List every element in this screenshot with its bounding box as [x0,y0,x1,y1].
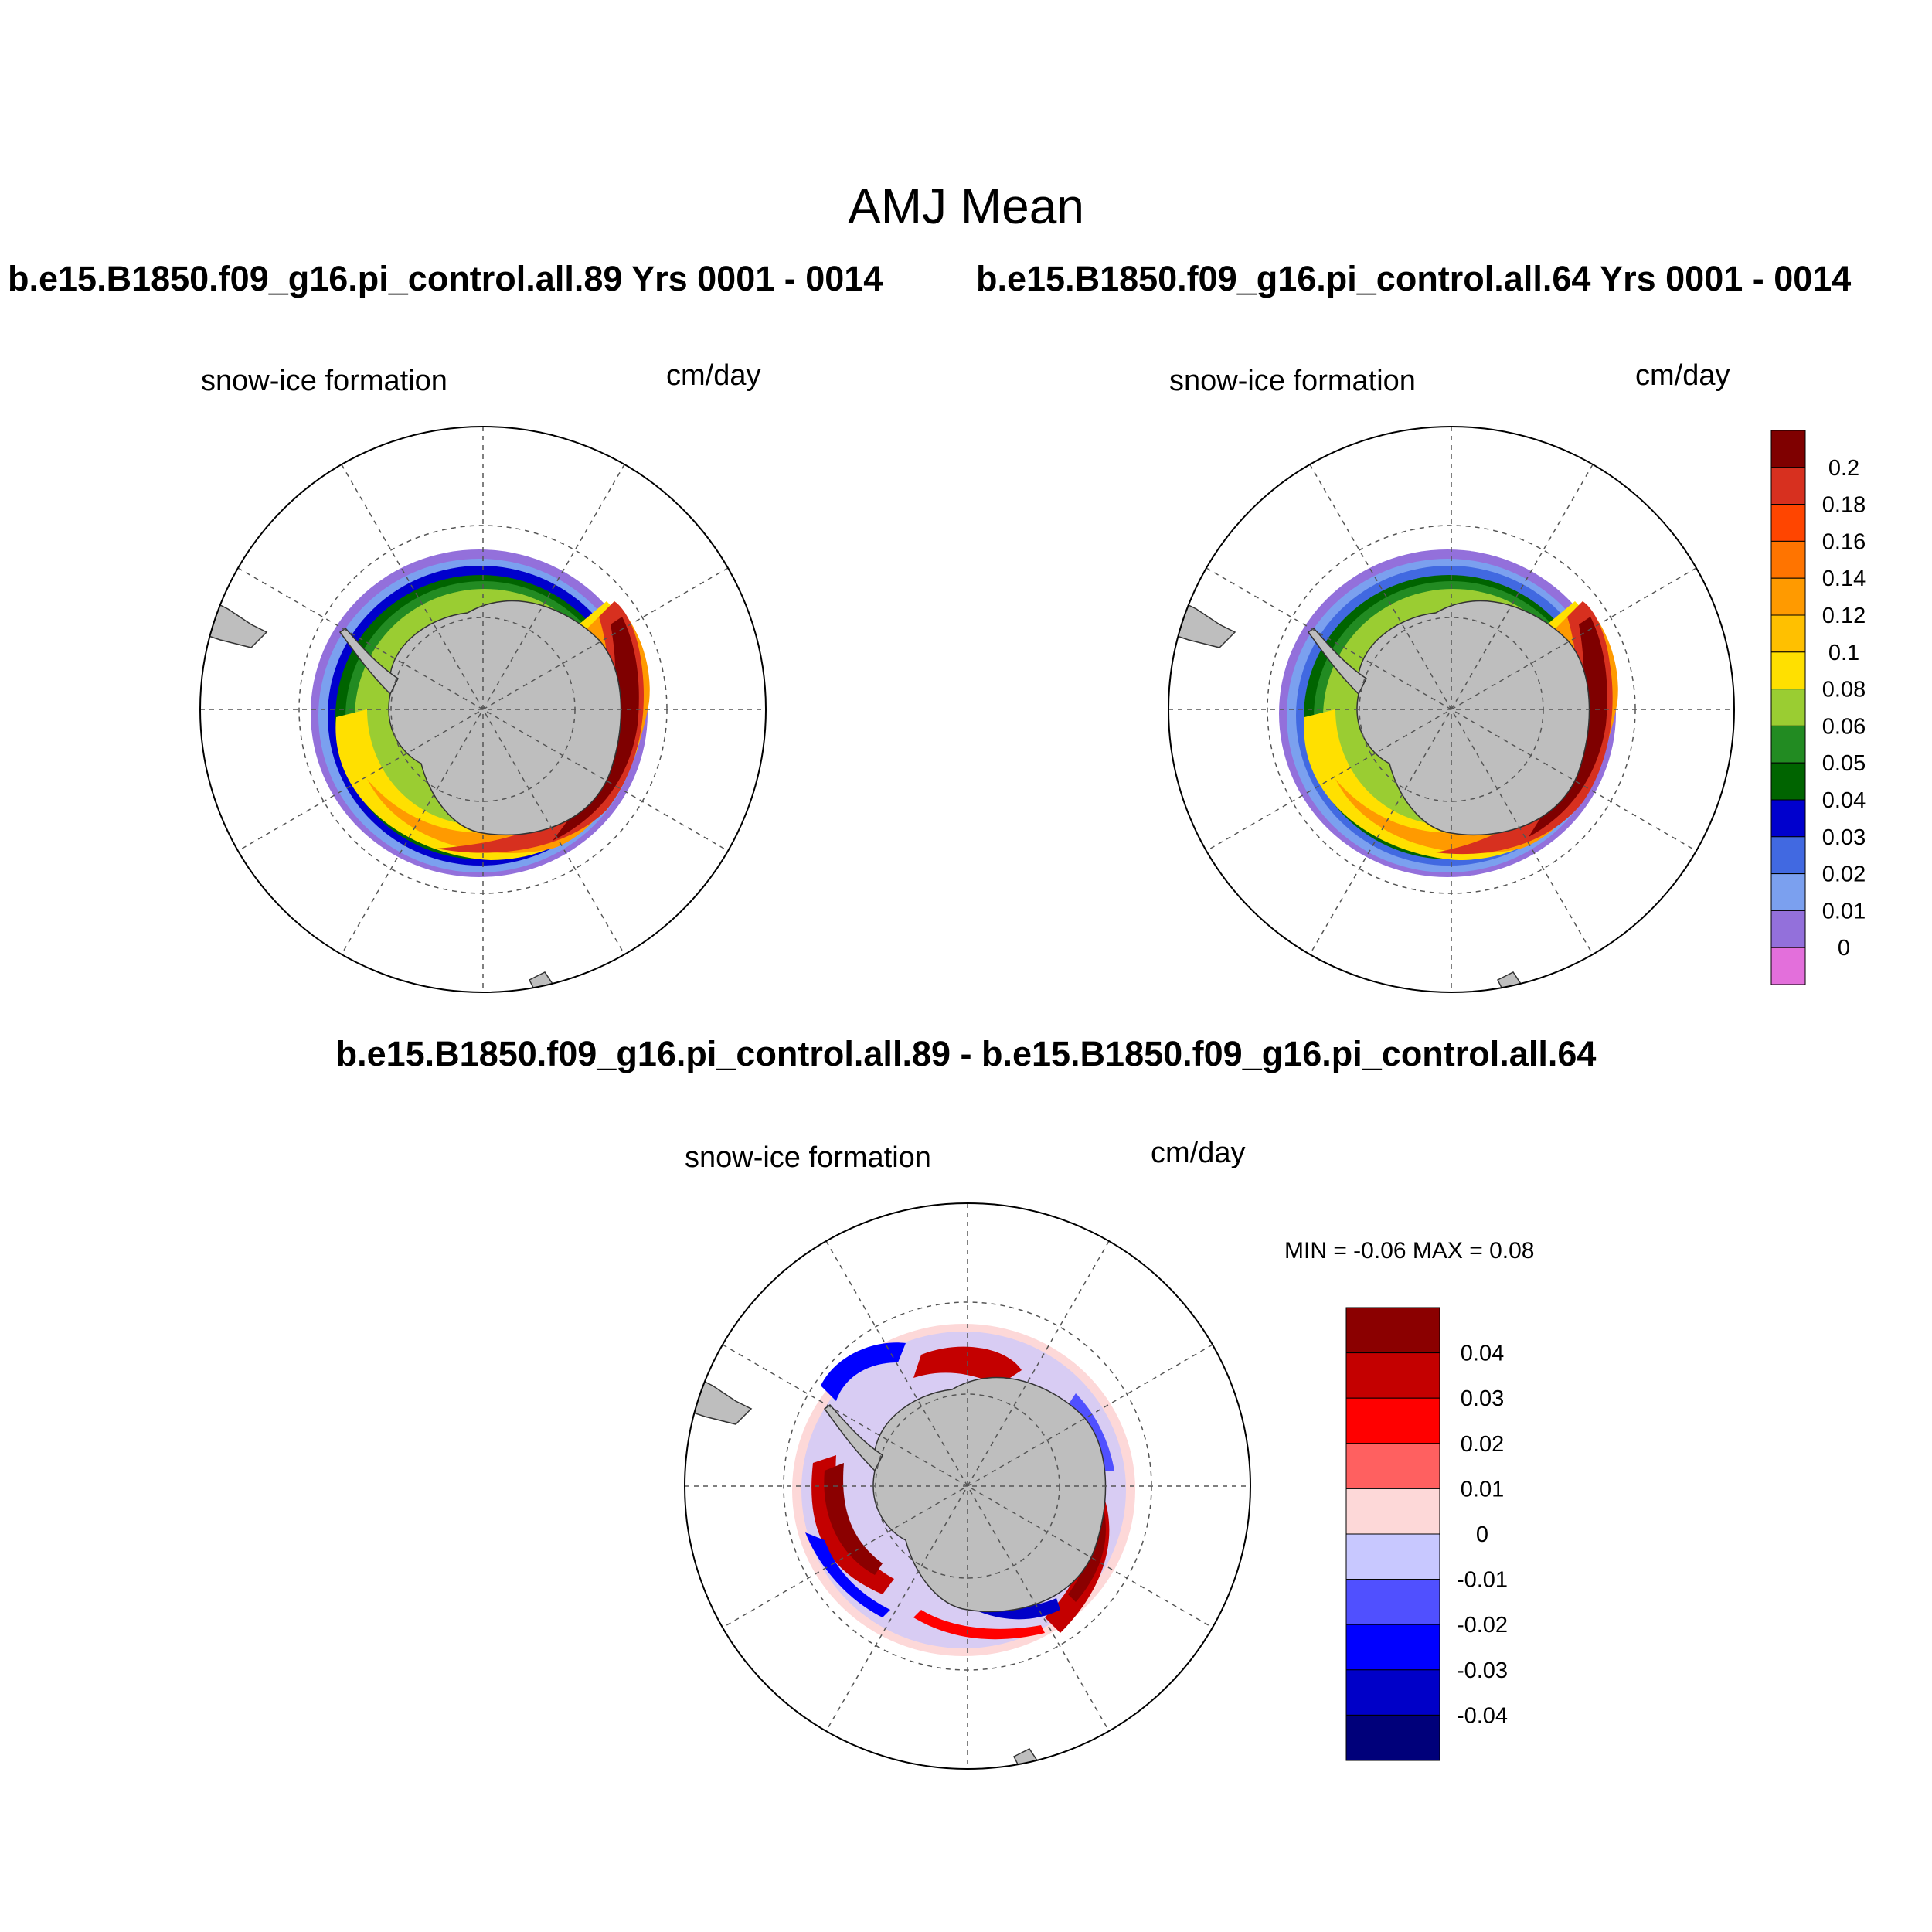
colorbar-main-tick-label: 0.02 [1822,862,1866,887]
antarctica-land [1356,600,1590,836]
diff-positive-west-core [824,1463,883,1575]
panel-2-units-label: cm/day [1635,359,1730,392]
colorbar-diff-box [1345,1488,1440,1535]
colorbar-diff-tick-label: -0.04 [1457,1703,1508,1728]
colorbar-diff-tick-label: -0.03 [1457,1658,1508,1683]
colorbar-main: 0.2 0.18 0.16 0.14 0.12 0.1 0.08 0.06 0.05 0.04 0.… [1770,430,1866,985]
colorbar-main-box [1770,762,1806,801]
panel-1-units-label: cm/day [666,359,761,392]
panel-1-variable-label: snow-ice formation [201,365,447,397]
colorbar-difference: 0.04 0.03 0.02 0.01 0 -0.01 -0.02 -0.03 -0.04 [1345,1307,1508,1761]
colorbar-diff-box [1345,1397,1440,1444]
colorbar-main-box [1770,947,1806,985]
colorbar-diff-box [1345,1307,1440,1354]
colorbar-diff-box [1345,1533,1440,1580]
map-frame [1168,426,1735,993]
antarctic-peninsula [1307,628,1367,696]
south-america-land [1168,592,1236,648]
antarctic-peninsula [823,1404,883,1472]
colorbar-diff-box [1345,1443,1440,1489]
antarctic-peninsula [338,628,399,696]
colorbar-main-tick-label: 0.04 [1822,788,1866,813]
colorbar-diff-box [1345,1669,1440,1716]
colorbar-main-tick-label: 0.18 [1822,493,1866,518]
colorbar-main-box [1770,504,1806,542]
meridian-150 [237,567,729,852]
antarctica-land [872,1376,1107,1613]
colorbar-main-tick-label: 0.12 [1822,604,1866,628]
colorbar-main-tick-label: 0.1 [1828,641,1859,665]
panel-3-difference-map [684,1202,1251,1770]
colorbar-main-box [1770,725,1806,764]
meridian-60 [237,567,729,852]
meridian-30 [1309,464,1594,955]
colorbar-main-box [1770,467,1806,505]
colorbar-main-box [1770,873,1806,911]
colorbar-main-tick-label: 0.05 [1822,751,1866,776]
colorbar-diff-box [1345,1624,1440,1671]
colorbar-diff-tick-label: 0.03 [1461,1386,1504,1411]
colorbar-main-tick-label: 0.16 [1822,529,1866,554]
meridian-150 [1206,567,1697,852]
colorbar-main-box [1770,836,1806,875]
meridian-60 [1206,567,1697,852]
map-frame [199,426,767,993]
panel-1-run-title: b.e15.B1850.f09_g16.pi_control.all.89 Yr… [8,259,883,298]
panel-2-run-title: b.e15.B1850.f09_g16.pi_control.all.64 Yr… [976,259,1852,298]
panel-2-variable-label: snow-ice formation [1169,365,1416,397]
colorbar-diff-box [1345,1579,1440,1625]
colorbar-main-tick-label: 0.01 [1822,899,1866,923]
meridian-30 [825,1240,1110,1732]
colorbar-diff-box [1345,1352,1440,1399]
colorbar-main-tick-label: 0.03 [1822,825,1866,850]
meridian-150 [722,1344,1213,1628]
meridian-60 [722,1344,1213,1628]
panel-2-polar-map [1168,426,1735,993]
diff-positive-north [913,1346,1022,1386]
panel-1-polar-map [199,426,767,993]
meridian-120 [825,1240,1110,1732]
colorbar-main-tick-label: 0.14 [1822,566,1866,591]
meridian-120 [1309,464,1594,955]
diff-positive-south [913,1610,1045,1640]
colorbar-main-box [1770,689,1806,726]
map-frame [684,1202,1251,1770]
south-america-land [200,592,268,648]
colorbar-diff-tick-label: -0.02 [1457,1613,1508,1638]
ice-band-darkred [553,617,639,841]
panel-3-units-label: cm/day [1151,1137,1246,1169]
antarctica-land [388,600,622,836]
colorbar-main-box [1770,577,1806,616]
min-max-label: MIN = -0.06 MAX = 0.08 [1284,1238,1535,1264]
colorbar-diff-tick-label: 0.02 [1461,1432,1504,1457]
main-title: AMJ Mean [848,179,1084,234]
south-america-land [685,1369,753,1425]
diff-negative-northwest [821,1342,906,1401]
colorbar-diff-tick-label: 0 [1476,1522,1488,1547]
colorbar-main-tick-label: 0 [1838,936,1850,961]
colorbar-main-box [1770,540,1806,579]
colorbar-main-box [1770,651,1806,690]
colorbar-main-box [1770,910,1806,948]
colorbar-main-box [1770,430,1806,468]
colorbar-diff-tick-label: 0.04 [1461,1342,1504,1366]
ice-band-darkred [1529,617,1607,837]
meridian-30 [341,464,625,955]
colorbar-main-tick-label: 0.06 [1822,714,1866,739]
colorbar-diff-tick-label: 0.01 [1461,1477,1504,1502]
diff-panel-title: b.e15.B1850.f09_g16.pi_control.all.89 - … [335,1034,1597,1073]
colorbar-main-box [1770,614,1806,653]
colorbar-diff-box [1345,1714,1440,1761]
diff-negative-southwest [805,1532,890,1617]
meridian-120 [341,464,625,955]
colorbar-main-tick-label: 0.2 [1828,456,1859,481]
colorbar-diff-tick-label: -0.01 [1457,1568,1508,1593]
colorbar-main-box [1770,799,1806,838]
panel-3-variable-label: snow-ice formation [685,1141,931,1174]
colorbar-main-tick-label: 0.08 [1822,678,1866,702]
